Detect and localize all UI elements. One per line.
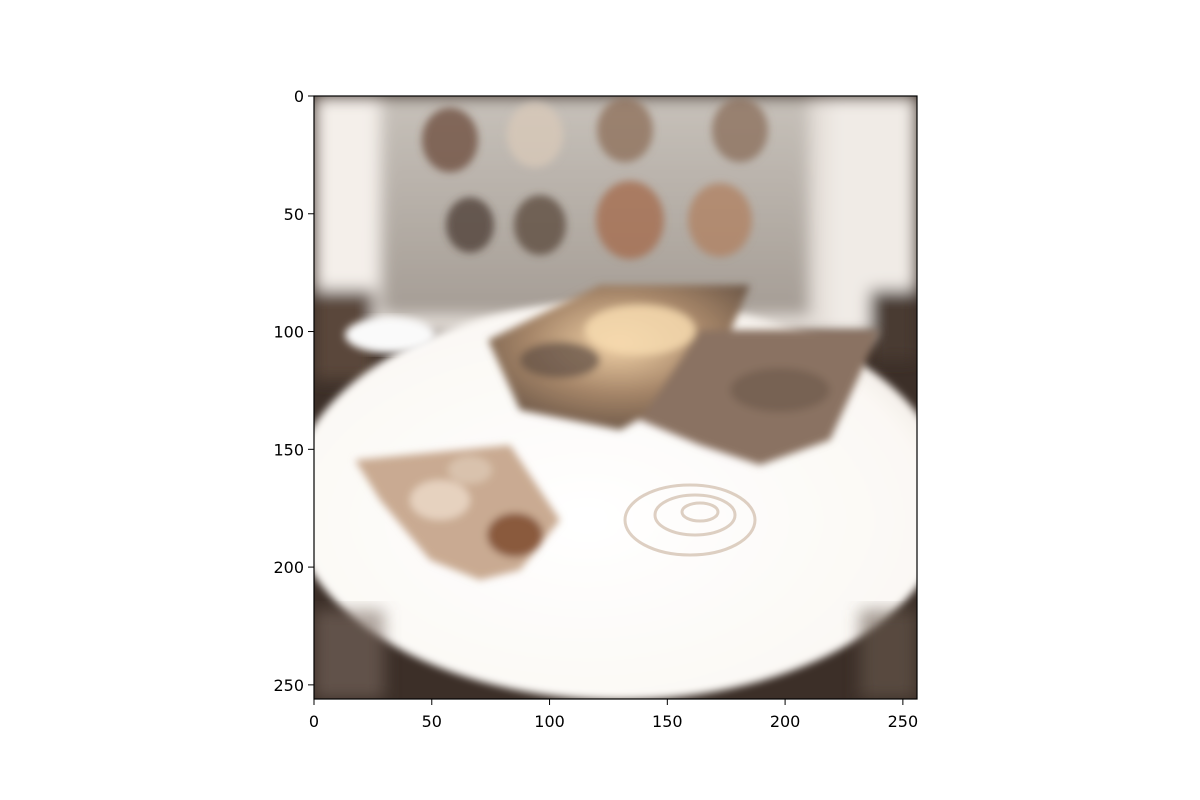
bottom-corners	[314, 610, 917, 699]
x-tick-label: 200	[770, 712, 801, 731]
image-area	[314, 96, 917, 699]
x-tick-label: 50	[422, 712, 442, 731]
shirt-face	[712, 97, 768, 163]
shirt-face	[507, 102, 563, 168]
shirt-face	[597, 97, 653, 163]
y-tick-label: 250	[273, 676, 304, 695]
toast-illustration	[488, 285, 880, 465]
x-tick-label: 0	[309, 712, 319, 731]
x-axis: 0 50 100 150 200 250	[309, 699, 918, 731]
y-tick-label: 100	[273, 323, 304, 342]
shirt-face	[596, 180, 664, 260]
shirt-face	[446, 197, 494, 253]
fruit-illustration	[355, 445, 560, 580]
y-tick-label: 50	[284, 205, 304, 224]
y-axis: 0 50 100 150 200 250	[273, 87, 314, 695]
shirt-face	[514, 195, 566, 255]
x-tick-label: 250	[888, 712, 919, 731]
syrup-swirl	[623, 483, 757, 557]
x-tick-label: 100	[534, 712, 565, 731]
shirt-face	[688, 183, 752, 257]
y-tick-label: 0	[294, 87, 304, 106]
y-tick-label: 200	[273, 558, 304, 577]
y-tick-label: 150	[273, 440, 304, 459]
x-tick-label: 150	[652, 712, 683, 731]
shirt-faces	[422, 97, 768, 260]
shirt-face	[422, 107, 478, 173]
axes-frame	[313, 95, 918, 700]
